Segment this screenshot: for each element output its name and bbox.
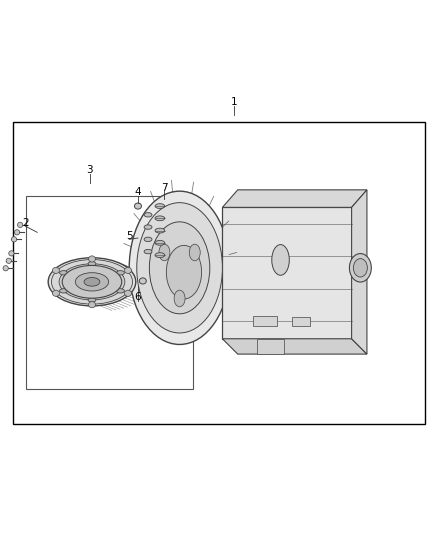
Ellipse shape [88,298,96,302]
Ellipse shape [48,258,136,306]
Ellipse shape [149,222,210,314]
Bar [26,197,193,389]
Ellipse shape [60,289,67,293]
Circle shape [9,251,14,256]
Ellipse shape [144,213,152,217]
Bar [13,122,425,424]
Ellipse shape [59,264,125,300]
Ellipse shape [144,225,152,229]
Ellipse shape [144,249,152,254]
Text: 6: 6 [134,292,141,302]
Ellipse shape [134,203,141,209]
Ellipse shape [75,273,109,291]
Ellipse shape [60,271,67,275]
Ellipse shape [174,290,185,307]
Ellipse shape [124,290,131,296]
Ellipse shape [87,278,111,292]
Ellipse shape [129,191,230,344]
Ellipse shape [93,281,106,288]
Ellipse shape [159,244,170,261]
Circle shape [6,258,11,263]
Ellipse shape [88,262,96,266]
Bar [253,316,277,326]
Ellipse shape [139,278,146,284]
Polygon shape [352,190,367,354]
Ellipse shape [155,204,165,208]
Circle shape [11,237,17,242]
Bar [258,339,284,354]
Ellipse shape [155,253,165,257]
Bar [293,317,310,326]
Ellipse shape [51,260,132,304]
Polygon shape [223,190,367,207]
Ellipse shape [137,203,223,333]
Ellipse shape [350,254,371,282]
Polygon shape [223,339,367,354]
Ellipse shape [272,245,290,275]
Ellipse shape [53,268,60,273]
Text: 2: 2 [22,217,29,228]
Ellipse shape [62,265,122,298]
Ellipse shape [155,240,165,245]
Circle shape [3,265,8,271]
Text: 4: 4 [134,187,141,197]
Ellipse shape [155,228,165,233]
Ellipse shape [155,216,165,221]
Ellipse shape [88,302,95,308]
Text: 7: 7 [161,183,168,192]
Ellipse shape [189,244,200,261]
Ellipse shape [117,289,124,293]
Ellipse shape [353,259,367,277]
Bar [223,207,352,339]
Ellipse shape [124,268,131,273]
Ellipse shape [144,237,152,241]
Circle shape [18,222,23,228]
Ellipse shape [88,256,95,262]
Ellipse shape [84,278,100,286]
Ellipse shape [166,245,201,299]
Text: 3: 3 [86,165,93,175]
Text: 1: 1 [231,97,238,107]
Circle shape [14,230,20,235]
Ellipse shape [53,290,60,296]
Text: 5: 5 [126,231,133,241]
Ellipse shape [117,271,124,275]
